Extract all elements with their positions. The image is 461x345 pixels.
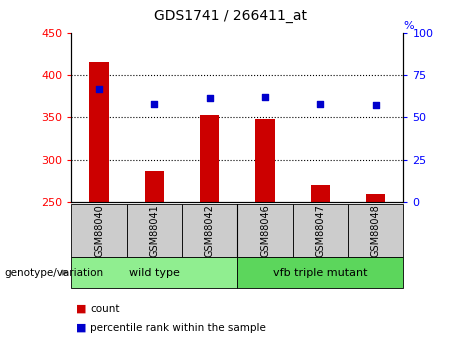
Bar xyxy=(348,204,403,257)
Point xyxy=(206,95,213,101)
Point xyxy=(372,103,379,108)
Bar xyxy=(182,204,237,257)
Text: count: count xyxy=(90,304,119,314)
Text: GSM88040: GSM88040 xyxy=(94,204,104,257)
Text: ■: ■ xyxy=(76,323,87,333)
Point xyxy=(317,101,324,107)
Point xyxy=(95,86,103,91)
Text: genotype/variation: genotype/variation xyxy=(5,268,104,277)
Bar xyxy=(71,257,237,288)
Text: GSM88048: GSM88048 xyxy=(371,204,381,257)
Point xyxy=(261,94,269,100)
Bar xyxy=(311,185,330,202)
Bar xyxy=(293,204,348,257)
Text: GDS1741 / 266411_at: GDS1741 / 266411_at xyxy=(154,9,307,23)
Bar xyxy=(237,257,403,288)
Bar xyxy=(255,119,275,202)
Text: GSM88046: GSM88046 xyxy=(260,204,270,257)
Text: %: % xyxy=(403,21,414,31)
Text: GSM88047: GSM88047 xyxy=(315,204,325,257)
Bar xyxy=(71,204,127,257)
Bar xyxy=(200,115,219,202)
Text: vfb triple mutant: vfb triple mutant xyxy=(273,268,367,277)
Text: GSM88041: GSM88041 xyxy=(149,204,160,257)
Bar xyxy=(89,61,109,202)
Text: percentile rank within the sample: percentile rank within the sample xyxy=(90,323,266,333)
Bar xyxy=(237,204,293,257)
Text: GSM88042: GSM88042 xyxy=(205,204,215,257)
Bar xyxy=(127,204,182,257)
Text: ■: ■ xyxy=(76,304,87,314)
Text: wild type: wild type xyxy=(129,268,180,277)
Bar xyxy=(366,194,385,202)
Point xyxy=(151,101,158,107)
Bar xyxy=(145,170,164,202)
